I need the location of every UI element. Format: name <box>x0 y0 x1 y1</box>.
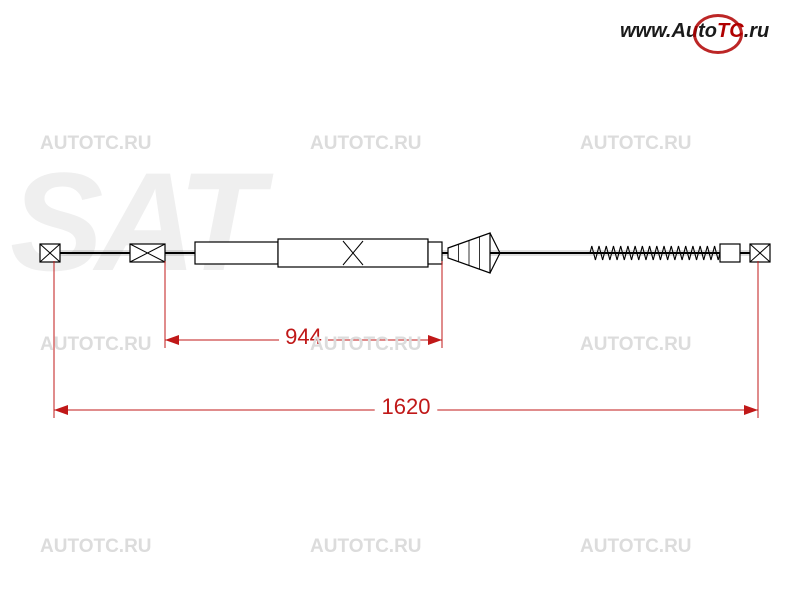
technical-drawing: SAT 944 1620 <box>0 0 800 600</box>
source-url: www.AutoTC.ru <box>620 20 769 43</box>
diagram-stage: SAT9441620AUTOTC.RUAUTOTC.RUAUTOTC.RUAUT… <box>0 0 800 600</box>
logo-ring <box>693 14 743 54</box>
dimension-inner-value: 944 <box>285 324 322 349</box>
svg-text:SAT: SAT <box>10 143 274 300</box>
sat-logo-watermark: SAT <box>10 143 274 300</box>
ferrule-right <box>720 244 740 262</box>
collar-d <box>428 242 442 264</box>
sleeve-b <box>195 242 278 264</box>
dimension-outer-value: 1620 <box>382 394 431 419</box>
